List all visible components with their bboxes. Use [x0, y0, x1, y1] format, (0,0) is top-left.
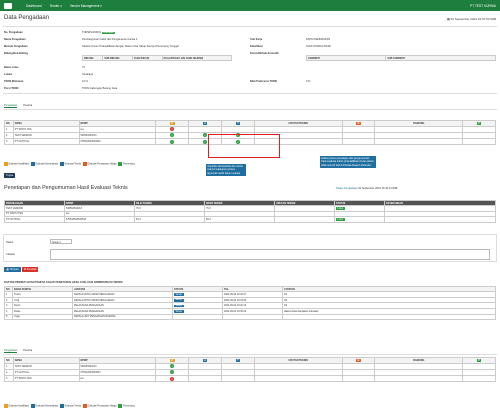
check-icon: ✓	[203, 133, 208, 138]
panitia-title: DAFTAR PERSETUJUAN PANITIA TAHAP PENETAP…	[4, 281, 123, 284]
check-icon: ✓	[203, 139, 208, 144]
annotation-callout-1: checklist administrasi dan teknis muncul…	[206, 164, 246, 176]
kembali-button[interactable]: ✖ Kembali	[22, 267, 39, 272]
panitia-table: NO NAMA PANITIA JABATAN STATUS TGL CATAT…	[4, 285, 496, 320]
check-icon: ✓	[170, 133, 175, 138]
bidang-table: BIDANG SUB BIDANG KUALIFIKASI KUALIFIKASI L…	[81, 54, 233, 62]
tab-pengadaan[interactable]: Pengadaan	[4, 104, 18, 108]
status-label: Status	[6, 241, 14, 244]
check-icon: ✓	[170, 370, 175, 375]
tugas-button[interactable]: Tugas	[4, 173, 16, 178]
section-title-penetapan: Penetapan dan Pengumuman Hasil Evaluasi …	[4, 185, 128, 191]
table-row: PT TANTO TES tes	[4, 210, 496, 217]
nav-dashboard[interactable]: Dashboard	[26, 3, 42, 8]
approval-panel	[3, 234, 497, 262]
fail-icon: ×	[170, 127, 175, 132]
check-icon: ✓	[235, 133, 240, 138]
simpan-button[interactable]: 💾 Simpan	[4, 267, 21, 272]
fail-icon: ×	[170, 376, 175, 381]
user-menu[interactable]: PT TEST KURNIA	[470, 3, 496, 8]
nav-tender[interactable]: Tender ▾	[49, 3, 62, 8]
status-badge: Kualifikasi	[101, 31, 115, 35]
app-logo	[4, 2, 12, 9]
tab-peserta[interactable]: Peserta	[23, 104, 33, 107]
table-row: 2 TEST VENDOR 546564543213 ✓ ✓ ✓	[4, 131, 496, 139]
tab-peserta-2[interactable]: Peserta	[23, 349, 33, 352]
check-icon: ✓	[235, 139, 240, 144]
legend-2: Evaluasi Kualifikasi Evaluasi Administra…	[4, 404, 135, 408]
penetapan-table: PERUSAHAAN NPWP NILAI TEKNIS SKOR TEKNIS…	[4, 199, 496, 223]
legend: Evaluasi Kualifikasi Evaluasi Administra…	[4, 162, 135, 166]
catatan-label: Catatan	[6, 253, 16, 256]
highlight-box	[208, 134, 280, 158]
page-title: Data Pengadaan	[4, 15, 50, 21]
table-row: PT OUTPULL 675543543543543 84.3 84.3 Lulus	[4, 215, 496, 223]
catatan-textarea[interactable]	[50, 249, 490, 260]
status-select[interactable]: Setuju ▾	[50, 239, 72, 244]
table-row: 3 PT TANTO TES tes ×	[4, 374, 496, 383]
table-row: 1 TEST VENDOR 546564543213 ✓	[4, 362, 496, 370]
page-date: ▦ 04 September 2024 16:37:53 WIB	[446, 17, 496, 21]
check-icon: ✓	[170, 139, 175, 144]
eval-table: NO NAMA NPWP K A T URUTAN TEKNIS H RANKI…	[4, 120, 496, 146]
tab-pengadaan-2[interactable]: Pengadaan	[4, 349, 18, 353]
annotation-callout-2: ketika proses penetapan dan pengumuman h…	[320, 156, 376, 168]
section-date: Status Pengadaan 04 September 2024 16:40…	[336, 187, 398, 190]
top-navbar: Dashboard Tender ▾ Vendor Management ▾ P…	[0, 0, 500, 11]
table-row: 3 PT OUTPULL 675543543543543 ✓ ✓ ✓	[4, 137, 496, 146]
check-icon: ✓	[170, 364, 175, 369]
tabs-eval: Pengadaan Peserta	[4, 104, 32, 108]
tabs-eval-2: Pengadaan Peserta	[4, 349, 32, 353]
komoditi-table: KOMODITI SUB KOMODITI	[305, 54, 496, 62]
calendar-icon: ▦	[446, 17, 451, 21]
nav-vendor-management[interactable]: Vendor Management ▾	[69, 3, 102, 8]
eval-table-2: NO NAMA NPWP K A T URUTAN TEKNIS H RANKI…	[4, 357, 496, 383]
table-row: 5 Yogie KEPALA UNIT PENGADAAN BARANG	[4, 313, 496, 320]
